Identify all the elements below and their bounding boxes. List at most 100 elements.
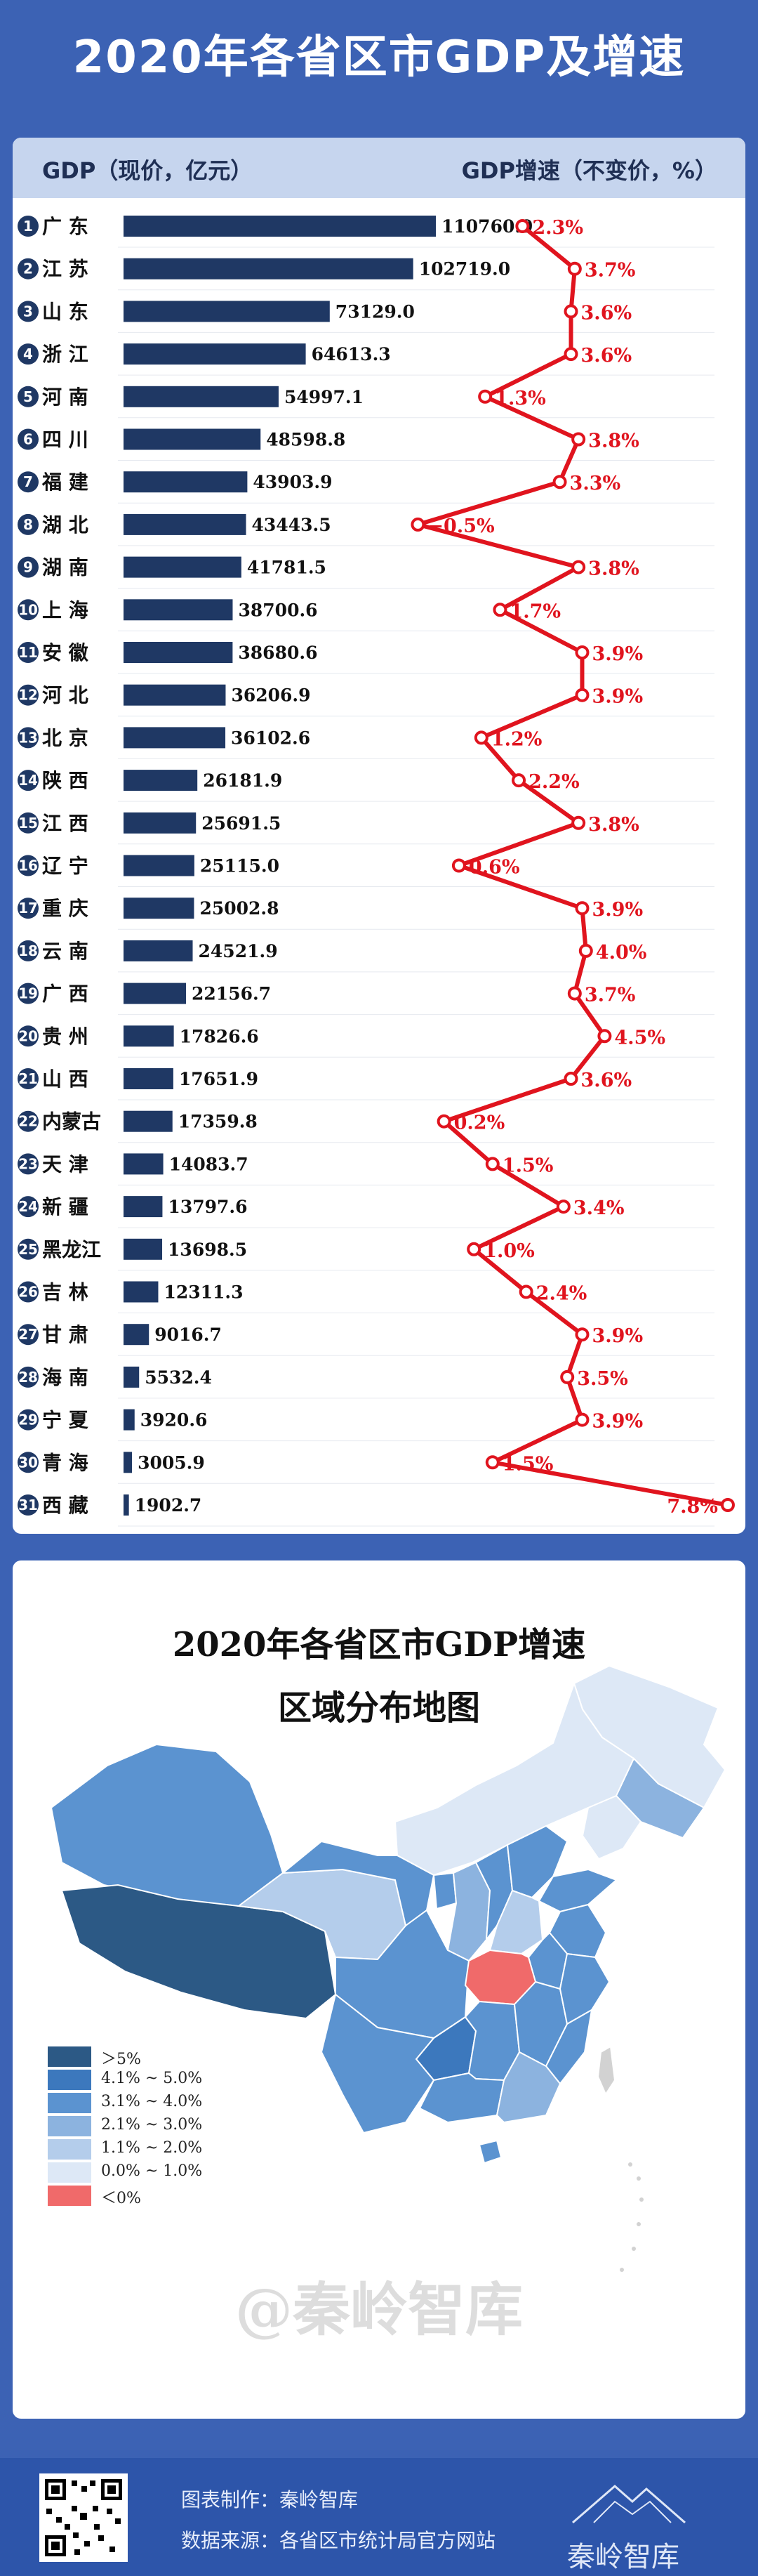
gdp-bar [124, 386, 279, 407]
growth-value-label: 3.3% [570, 473, 621, 494]
gdp-bar [124, 983, 187, 1004]
rank-number: 31 [18, 1497, 38, 1513]
rank-number: 28 [18, 1369, 38, 1386]
rank-number: 19 [18, 985, 38, 1002]
gdp-value-label: 25002.8 [199, 898, 279, 919]
gdp-bar [124, 1025, 174, 1047]
rank-number: 18 [18, 942, 38, 959]
rank-badge [18, 812, 39, 834]
growth-point [451, 858, 466, 873]
rank-badge [18, 386, 39, 407]
province-label: 山 东 [42, 300, 88, 323]
gdp-bar [124, 1409, 135, 1431]
province-label: 云 南 [42, 940, 88, 963]
rank-number: 14 [18, 772, 38, 789]
growth-value-label: 3.4% [573, 1197, 625, 1219]
legend-label: ＜0% [101, 2190, 141, 2207]
rank-number: 1 [23, 218, 33, 235]
gdp-value-label: 25115.0 [200, 856, 279, 876]
gdp-bar [124, 471, 248, 493]
region-yunnan [320, 1993, 435, 2134]
growth-point [597, 1029, 612, 1044]
gdp-value-label: 17651.9 [179, 1069, 258, 1089]
rank-badge [18, 1153, 39, 1175]
province-label: 浙 江 [42, 343, 88, 366]
growth-point [564, 304, 578, 319]
region-hainan [478, 2139, 503, 2164]
gdp-value-label: 54997.1 [284, 387, 364, 407]
province-label: 安 徽 [42, 641, 89, 664]
gdp-value-label: 17359.8 [178, 1112, 258, 1132]
province-label: 贵 州 [42, 1025, 88, 1048]
growth-point [567, 986, 582, 1001]
chart-header: GDP（现价，亿元） GDP增速（不变价，%） [13, 138, 745, 198]
gdp-bar [124, 642, 233, 663]
rank-number: 20 [18, 1027, 38, 1044]
growth-point [571, 432, 586, 447]
growth-value-label: 3.6% [581, 1070, 632, 1091]
growth-value-label: 4.5% [614, 1027, 665, 1049]
gdp-bar [124, 770, 198, 791]
province-label: 广 西 [42, 983, 88, 1006]
growth-point [571, 815, 586, 830]
rank-number: 15 [18, 815, 38, 832]
growth-map-panel: 2020年各省区市GDP增速 区域分布地图 [13, 1560, 745, 2419]
province-label: 黑龙江 [42, 1238, 101, 1261]
gdp-value-label: 12311.3 [164, 1282, 243, 1303]
rank-badge [18, 428, 39, 450]
rank-badge [18, 216, 39, 237]
growth-value-label: 2.4% [536, 1283, 587, 1305]
gdp-value-label: 43903.9 [253, 472, 332, 492]
watermark: @秦岭智库 [234, 2276, 523, 2344]
legend-label: 4.1% ~ 5.0% [101, 2070, 203, 2087]
growth-point [575, 688, 590, 702]
province-label: 湖 南 [42, 556, 88, 579]
rank-number: 24 [18, 1198, 38, 1215]
region-taiwan [597, 2045, 616, 2096]
gdp-value-label: 38680.6 [238, 643, 317, 663]
gdp-bar [124, 898, 194, 919]
growth-axis-label: GDP增速（不变价，%） [461, 157, 717, 184]
growth-point [560, 1369, 575, 1384]
gdp-bar [124, 855, 194, 876]
growth-value-label: 3.9% [592, 643, 643, 665]
map-title: 2020年各省区市GDP增速 [172, 1625, 586, 1664]
gdp-value-label: 1902.7 [135, 1495, 202, 1516]
rank-badge [18, 1324, 39, 1346]
rank-badge [18, 1238, 39, 1260]
growth-value-label: 3.7% [585, 260, 636, 282]
growth-value-label: 3.6% [581, 302, 632, 324]
growth-point [493, 603, 507, 617]
legend-swatch [48, 2070, 91, 2090]
gdp-value-label: 38700.6 [238, 600, 317, 620]
gdp-bar [124, 812, 197, 834]
province-label: 内蒙古 [42, 1110, 101, 1133]
rank-badge [18, 1196, 39, 1218]
growth-value-label: 3.8% [588, 814, 639, 836]
province-label: 上 海 [42, 598, 88, 622]
rank-number: 5 [23, 388, 33, 405]
gdp-bar [124, 1324, 149, 1346]
rank-badge [18, 471, 39, 493]
brand-name: 秦岭智库 [567, 2541, 679, 2573]
gdp-value-label: 48598.8 [266, 430, 345, 450]
growth-point [485, 1157, 500, 1171]
province-label: 江 西 [42, 812, 88, 835]
rank-number: 8 [23, 516, 33, 533]
gdp-bar [124, 1238, 163, 1260]
growth-value-label: 1.7% [510, 600, 561, 622]
province-label: 湖 北 [42, 513, 88, 537]
rank-number: 2 [23, 261, 33, 277]
china-growth-map [50, 1664, 726, 2272]
qr-code[interactable] [39, 2473, 128, 2562]
province-label: 宁 夏 [42, 1409, 89, 1432]
province-label: 山 西 [42, 1067, 88, 1091]
rank-badge [18, 983, 39, 1004]
growth-value-label: 3.9% [592, 899, 643, 921]
legend-label: 0.0% ~ 1.0% [101, 2162, 203, 2180]
mountain-logo-icon [572, 2485, 686, 2524]
growth-point [571, 560, 586, 574]
province-label: 四 川 [42, 428, 88, 452]
growth-value-label: 1.2% [491, 728, 543, 750]
growth-value-label: 2.2% [528, 771, 580, 793]
